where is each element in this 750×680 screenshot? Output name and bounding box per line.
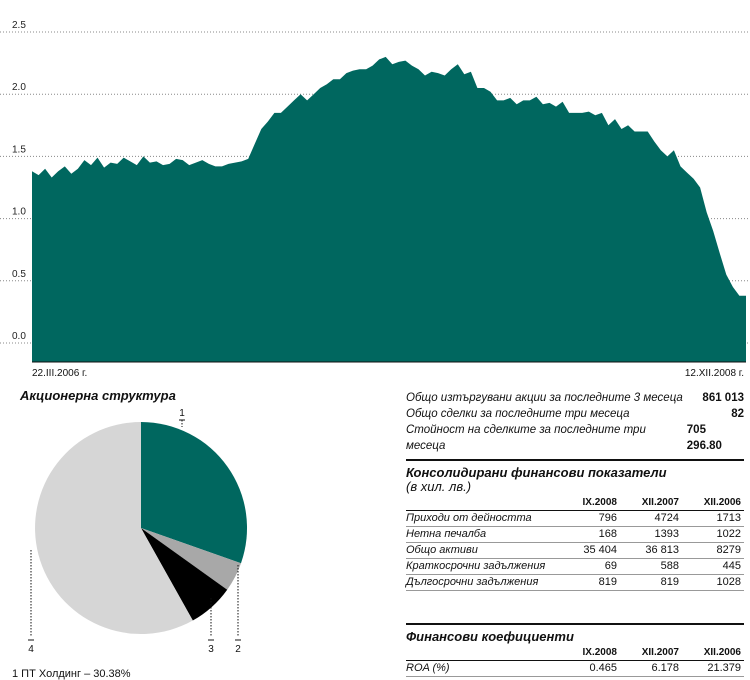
row-label: ROA (%)	[406, 660, 562, 677]
pie-slice-label: 1	[179, 408, 185, 419]
y-tick-labels: 0.0 0.5 1.0 1.5 2.0 2.5	[12, 20, 26, 342]
stat-value: 861 013	[702, 392, 744, 404]
column-header: XII.2007	[620, 644, 682, 661]
trade-statistics: Общо изтъргувани акции за последните 3 м…	[406, 390, 744, 452]
row-label: Краткосрочни задължения	[406, 558, 562, 575]
end-date-label: 12.XII.2008 г.	[684, 368, 744, 379]
table-header-row: IX.2008 XII.2007 XII.2006	[406, 494, 744, 511]
stat-value: 705 296.80	[686, 424, 722, 452]
stat-label: Общо изтъргувани акции за последните 3 м…	[406, 392, 683, 404]
table-header-empty	[406, 644, 562, 661]
y-tick-label: 0.0	[12, 331, 26, 342]
cell-value: 21.379	[681, 660, 744, 677]
pie-slice-2	[141, 528, 241, 590]
cell-value: 819	[562, 574, 620, 591]
cell-value: 1022	[681, 526, 744, 543]
cell-value: 0.465	[562, 660, 620, 677]
stat-row: Общо изтъргувани акции за последните 3 м…	[406, 390, 744, 406]
table-row: Нетна печалба 168 1393 1022	[406, 526, 744, 543]
pie-slice-3	[141, 528, 228, 621]
financials-table: IX.2008 XII.2007 XII.2006 Приходи от дей…	[406, 494, 744, 591]
cell-value: 35 404	[562, 542, 620, 559]
table-row: Общо активи 35 404 36 813 8279	[406, 542, 744, 559]
price-chart: 0.0 0.5 1.0 1.5 2.0 2.5	[0, 20, 750, 363]
column-header: IX.2008	[562, 494, 620, 511]
table-row: ROA (%) 0.465 6.178 21.379	[406, 660, 744, 677]
row-label: Нетна печалба	[406, 526, 562, 543]
cell-value: 6.178	[620, 660, 682, 677]
financials-title: Консолидирани финансови показатели	[406, 459, 744, 480]
pie-slice-label: 3	[208, 644, 214, 655]
table-header-row: IX.2008 XII.2007 XII.2006	[406, 644, 744, 661]
shareholder-pie-chart: 1 2 3 4	[28, 408, 248, 655]
start-date-label: 22.III.2006 г.	[32, 368, 88, 379]
pie-slice-label: 4	[28, 644, 34, 655]
stat-label: Общо сделки за последните три месеца	[406, 408, 630, 420]
cell-value: 588	[620, 558, 682, 575]
cell-value: 69	[562, 558, 620, 575]
cell-value: 1028	[681, 574, 744, 591]
table-header-empty	[406, 494, 562, 511]
table-row: Приходи от дейността 796 4724 1713	[406, 510, 744, 527]
shareholder-structure-title: Акционерна структура	[20, 388, 176, 403]
column-header: IX.2008	[562, 644, 620, 661]
cell-value: 819	[620, 574, 682, 591]
stat-row: Стойност на сделките за последните три м…	[406, 422, 744, 452]
stat-row: Общо сделки за последните три месеца 82	[406, 406, 744, 422]
stat-value: 82	[731, 408, 744, 420]
y-tick-label: 2.0	[12, 82, 26, 93]
pie-legend-item: 1 ПТ Холдинг – 30.38%	[12, 668, 131, 680]
cell-value: 1713	[681, 510, 744, 527]
y-tick-label: 1.0	[12, 207, 26, 218]
cell-value: 1393	[620, 526, 682, 543]
row-label: Общо активи	[406, 542, 562, 559]
pie-slice-4	[35, 422, 193, 634]
table-row: Краткосрочни задължения 69 588 445	[406, 558, 744, 575]
cell-value: 4724	[620, 510, 682, 527]
ratios-section: Финансови коефициенти IX.2008 XII.2007 X…	[406, 623, 744, 677]
financials-section: Консолидирани финансови показатели (в хи…	[406, 459, 744, 591]
financials-subtitle: (в хил. лв.)	[406, 479, 472, 494]
cell-value: 168	[562, 526, 620, 543]
pie-slice-1	[141, 422, 248, 564]
column-header: XII.2006	[681, 494, 744, 511]
cell-value: 8279	[681, 542, 744, 559]
ratios-table: IX.2008 XII.2007 XII.2006 ROA (%) 0.465 …	[406, 644, 744, 677]
row-label: Дългосрочни задължения	[406, 574, 562, 591]
pie-slice-label: 2	[235, 644, 241, 655]
table-row: Дългосрочни задължения 819 819 1028	[406, 574, 744, 591]
cell-value: 36 813	[620, 542, 682, 559]
y-tick-label: 2.5	[12, 20, 26, 31]
column-header: XII.2006	[681, 644, 744, 661]
stat-label: Стойност на сделките за последните три м…	[406, 424, 646, 452]
row-label: Приходи от дейността	[406, 510, 562, 527]
ratios-title: Финансови коефициенти	[406, 623, 744, 644]
price-area	[32, 56, 746, 363]
cell-value: 796	[562, 510, 620, 527]
column-header: XII.2007	[620, 494, 682, 511]
cell-value: 445	[681, 558, 744, 575]
y-tick-label: 1.5	[12, 144, 26, 155]
y-tick-label: 0.5	[12, 269, 26, 280]
